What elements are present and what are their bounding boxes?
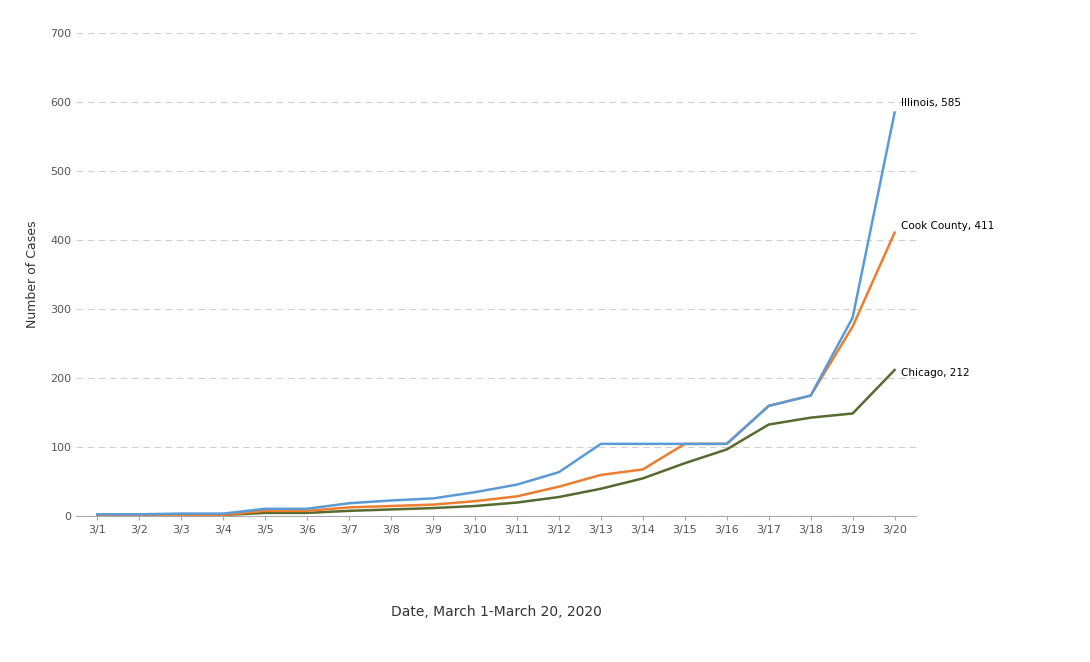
Text: Cook County, 411: Cook County, 411 <box>901 221 994 231</box>
Y-axis label: Number of Cases: Number of Cases <box>26 221 39 328</box>
Text: Chicago, 212: Chicago, 212 <box>901 367 969 377</box>
Text: Illinois, 585: Illinois, 585 <box>901 97 961 108</box>
X-axis label: Date, March 1-March 20, 2020: Date, March 1-March 20, 2020 <box>390 605 602 619</box>
